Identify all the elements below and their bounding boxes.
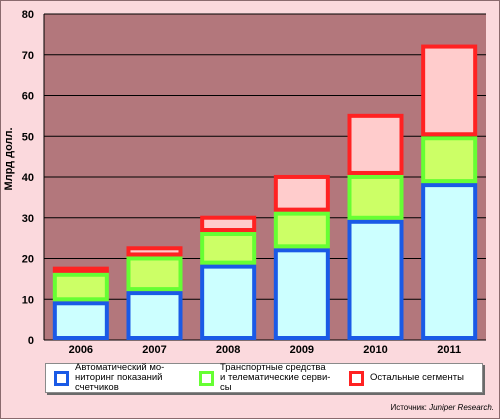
x-tick-label-2008: 2008 bbox=[216, 344, 240, 356]
y-tick-label-10: 10 bbox=[22, 294, 34, 306]
x-tick-label-2010: 2010 bbox=[363, 344, 387, 356]
legend-item-other-segments: Остальные сегменты bbox=[341, 364, 481, 392]
x-tick-label-2007: 2007 bbox=[142, 344, 166, 356]
bar-series bbox=[52, 44, 478, 341]
y-tick-label-70: 70 bbox=[22, 50, 34, 62]
bar-2010-series-0 bbox=[347, 219, 404, 341]
y-tick-label-30: 30 bbox=[22, 213, 34, 225]
bar-2011-series-1 bbox=[421, 136, 478, 184]
bar-2007-series-0 bbox=[126, 291, 183, 341]
bar-2008-series-0 bbox=[200, 264, 257, 340]
y-tick-label-40: 40 bbox=[22, 172, 34, 184]
x-tick-label-2006: 2006 bbox=[69, 344, 93, 356]
source-prefix: Источник: bbox=[390, 403, 430, 412]
bar-2006-series-2 bbox=[52, 266, 109, 273]
x-axis-ticks: 2006 2007 2008 2009 2010 2011 bbox=[69, 344, 462, 356]
x-tick-label-2009: 2009 bbox=[290, 344, 314, 356]
legend-swatch-vehicles-telematics bbox=[199, 370, 214, 386]
y-tick-label-60: 60 bbox=[22, 91, 34, 103]
y-axis-ticks: 0 10 20 30 40 50 60 70 80 bbox=[22, 9, 34, 347]
legend-label-meter-monitoring: Автоматический мо-ниторинг показаний счет… bbox=[75, 362, 165, 393]
bar-2009-series-1 bbox=[273, 211, 330, 249]
bar-2008-series-2 bbox=[200, 215, 257, 233]
bar-2006-series-1 bbox=[52, 272, 109, 302]
bar-2009-series-2 bbox=[273, 174, 330, 212]
legend-swatch-meter-monitoring bbox=[54, 370, 69, 386]
bar-2011-series-0 bbox=[421, 183, 478, 340]
legend-item-meter-monitoring: Автоматический мо-ниторинг показаний счет… bbox=[46, 362, 191, 393]
bar-2010-series-2 bbox=[347, 113, 404, 175]
legend-item-vehicles-telematics: Транспортные средства и телематические се… bbox=[191, 362, 341, 393]
bar-2006-series-0 bbox=[52, 301, 109, 341]
legend-label-other-segments: Остальные сегменты bbox=[370, 372, 464, 383]
legend: Автоматический мо-ниторинг показаний счет… bbox=[45, 363, 483, 393]
gridlines bbox=[43, 13, 486, 341]
source-note: Источник: Juniper Research. bbox=[390, 403, 494, 412]
y-axis-label: Млрд долл. bbox=[3, 127, 15, 190]
source-name: Juniper Research. bbox=[429, 403, 494, 412]
bar-2008-series-1 bbox=[200, 232, 257, 265]
y-tick-label-50: 50 bbox=[22, 131, 34, 143]
legend-swatch-other-segments bbox=[349, 370, 364, 386]
bar-2007-series-2 bbox=[126, 246, 183, 257]
bar-2007-series-1 bbox=[126, 256, 183, 292]
bar-2009-series-0 bbox=[273, 248, 330, 340]
bar-2010-series-1 bbox=[347, 174, 404, 220]
y-tick-label-80: 80 bbox=[22, 9, 34, 21]
legend-label-vehicles-telematics: Транспортные средства и телематические се… bbox=[220, 362, 331, 393]
bar-2011-series-2 bbox=[421, 44, 478, 137]
y-tick-label-20: 20 bbox=[22, 254, 34, 266]
y-tick-label-0: 0 bbox=[28, 335, 34, 347]
x-tick-label-2011: 2011 bbox=[437, 344, 461, 356]
